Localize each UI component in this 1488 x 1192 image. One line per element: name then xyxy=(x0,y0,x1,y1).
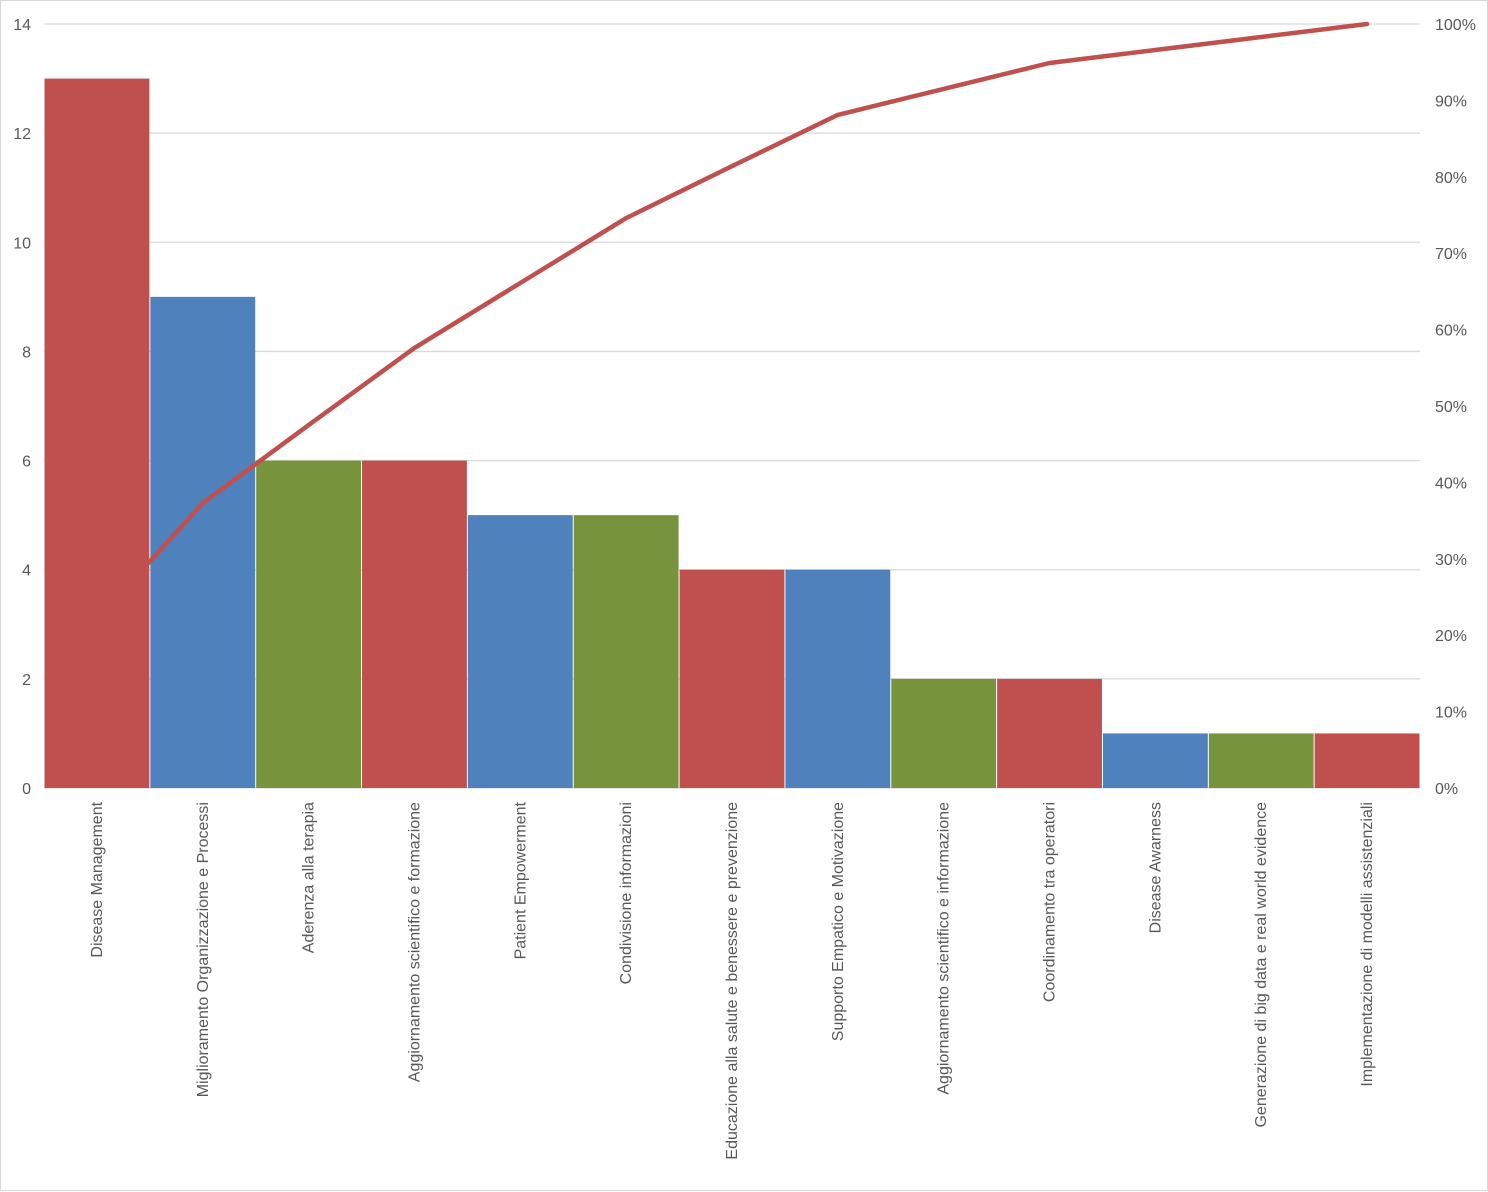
y-tick-label: 6 xyxy=(22,454,31,471)
y-tick-label: 0 xyxy=(22,781,31,798)
y-tick-label: 2 xyxy=(22,672,31,689)
category-label: Disease Awarness xyxy=(1147,802,1164,933)
y-tick-label: 12 xyxy=(13,126,31,143)
y-tick-label: 8 xyxy=(22,344,31,361)
category-label: Coordinamento tra operatori xyxy=(1042,802,1059,1002)
y-axis-ticks: 0 2 4 6 8 10 12 14 xyxy=(13,17,31,798)
bar xyxy=(785,570,890,788)
category-labels: Disease Management Miglioramento Organizz… xyxy=(89,801,1376,1159)
bar xyxy=(680,570,785,788)
category-label: Aderenza alla terapia xyxy=(301,802,318,953)
bar xyxy=(45,79,150,788)
y2-tick-label: 80% xyxy=(1435,170,1467,187)
bar xyxy=(1315,733,1420,788)
y2-tick-label: 70% xyxy=(1435,246,1467,263)
category-label: Disease Management xyxy=(89,801,106,957)
bar xyxy=(1209,733,1314,788)
y2-tick-label: 30% xyxy=(1435,552,1467,569)
y2-tick-label: 20% xyxy=(1435,628,1467,645)
y2-tick-label: 10% xyxy=(1435,705,1467,722)
y-tick-label: 10 xyxy=(13,235,31,252)
category-label: Miglioramento Organizzazione e Processi xyxy=(195,802,212,1097)
category-label: Aggiornamento scientifico e informazione xyxy=(936,802,953,1095)
y-tick-label: 4 xyxy=(22,563,31,580)
bar xyxy=(1103,733,1208,788)
bar xyxy=(256,461,361,788)
y2-tick-label: 0% xyxy=(1435,781,1458,798)
bar xyxy=(574,515,679,788)
category-label: Generazione di big data e real world evi… xyxy=(1253,802,1270,1128)
y2-tick-label: 100% xyxy=(1435,17,1476,34)
y2-tick-label: 60% xyxy=(1435,323,1467,340)
category-label: Condivisione informazioni xyxy=(618,802,635,984)
category-label: Educazione alla salute e benessere e pre… xyxy=(724,802,741,1160)
y2-tick-label: 40% xyxy=(1435,475,1467,492)
bars xyxy=(45,79,1420,788)
bar xyxy=(891,679,996,788)
bar xyxy=(997,679,1102,788)
category-label: Aggiornamento scientifico e formazione xyxy=(407,802,424,1082)
category-label: Supporto Empatico e Motivazione xyxy=(830,802,847,1041)
y2-axis-ticks: 0% 10% 20% 30% 40% 50% 60% 70% 80% 90% 100% xyxy=(1435,17,1476,798)
bar xyxy=(362,461,467,788)
category-label: Patient Empowerment xyxy=(512,801,529,959)
category-label: Implementazione di modelli assistenziali xyxy=(1359,802,1376,1087)
y2-tick-label: 90% xyxy=(1435,93,1467,110)
y2-tick-label: 50% xyxy=(1435,399,1467,416)
y-tick-label: 14 xyxy=(13,17,31,34)
bar xyxy=(468,515,573,788)
